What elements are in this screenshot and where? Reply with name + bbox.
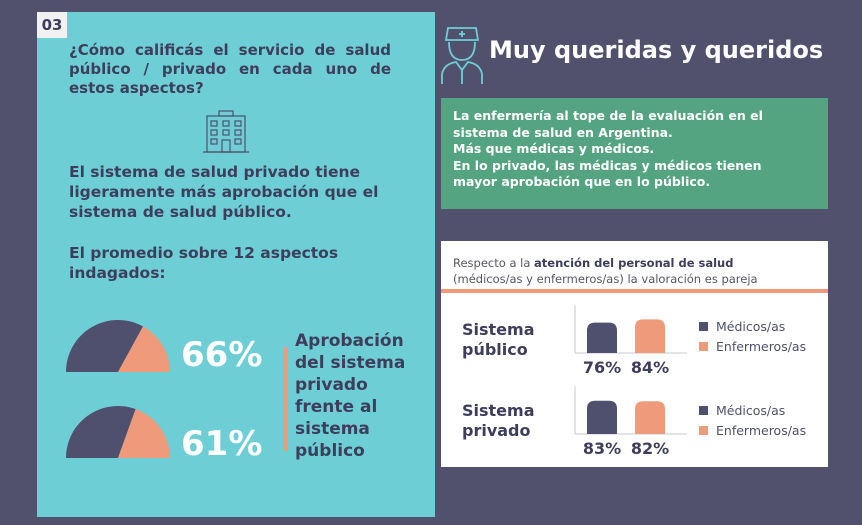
legend-swatch — [699, 406, 708, 415]
pie-slice-0 — [66, 406, 136, 458]
legend-item: Enfermeros/as — [699, 421, 806, 441]
legend-swatch — [699, 342, 708, 351]
header-divider — [441, 289, 828, 293]
highlight-line: En lo privado, las médicas y médicos tie… — [453, 157, 762, 173]
highlight-line: sistema de salud en Argentina. — [453, 124, 673, 140]
legend-label: Médicos/as — [716, 403, 786, 418]
bar-Médicos/as — [587, 322, 617, 353]
row-label-line: Sistema — [462, 401, 535, 420]
highlight-line: mayor aprobación que en lo público. — [453, 174, 711, 189]
legend-swatch — [699, 426, 708, 435]
pie-slice-1 — [118, 326, 170, 372]
bar-Médicos/as — [587, 400, 617, 434]
approval-line: sistema — [295, 419, 370, 439]
section-number-badge: 03 — [37, 12, 67, 38]
bar-chart-privado: 83% 82% — [574, 386, 687, 458]
legend-publico: Médicos/as Enfermeros/as — [699, 317, 806, 357]
bar-value-label: 76% — [583, 358, 621, 377]
bar-value-label: 83% — [583, 439, 621, 458]
row-label-line: público — [462, 340, 528, 359]
nurse-icon — [441, 27, 483, 84]
pie-slice-1 — [118, 409, 170, 458]
approval-line: privado — [295, 375, 368, 395]
main-title: Muy queridas y queridos — [489, 36, 824, 64]
bar-value-label: 82% — [631, 439, 669, 458]
approval-line: público — [295, 441, 365, 461]
bar-Enfermeros/as — [635, 319, 665, 353]
row-label-publico: Sistema público — [462, 320, 535, 360]
legend-item: Enfermeros/as — [699, 337, 806, 357]
approval-line: Aprobación — [295, 331, 404, 351]
building-icon — [203, 110, 249, 153]
staff-rating-header: Respecto a la atención del personal de s… — [453, 255, 823, 287]
legend-label: Enfermeros/as — [716, 423, 807, 438]
pie-chart-66 — [66, 320, 170, 372]
pie-61-label: 61% — [181, 424, 263, 464]
bar-value-label: 84% — [631, 358, 669, 377]
legend-label: Enfermeros/as — [716, 339, 807, 354]
legend-item: Médicos/as — [699, 317, 806, 337]
staff-rating-box: Respecto a la atención del personal de s… — [441, 241, 828, 467]
finding-text: El sistema de salud privado tiene ligera… — [69, 163, 379, 221]
row-label-privado: Sistema privado — [462, 401, 535, 441]
legend-label: Médicos/as — [716, 319, 786, 334]
highlight-line: Más que médicas y médicos. — [453, 141, 655, 156]
legend-item: Médicos/as — [699, 401, 806, 421]
highlight-box: La enfermería al tope de la evaluación e… — [441, 98, 828, 209]
approval-text: Aprobación del sistema privado frente al… — [295, 330, 425, 462]
row-label-line: privado — [462, 421, 531, 440]
legend-swatch — [699, 322, 708, 331]
divider-bar — [283, 347, 288, 451]
pie-chart-61 — [66, 406, 170, 458]
legend-privado: Médicos/as Enfermeros/as — [699, 401, 806, 441]
header-pre: Respecto a la — [453, 256, 535, 270]
survey-question: ¿Cómo calificás el servicio de salud púb… — [69, 41, 391, 97]
bar-Enfermeros/as — [635, 401, 665, 434]
approval-line: frente al — [295, 397, 378, 417]
average-label: El promedio sobre 12 aspectos indagados: — [69, 244, 339, 282]
bar-chart-publico: 76% 84% — [574, 305, 687, 377]
approval-line: del sistema — [295, 353, 406, 373]
header-post: (médicos/as y enfermeros/as) la valoraci… — [453, 272, 758, 286]
pie-66-label: 66% — [181, 335, 263, 375]
header-bold: atención del personal de salud — [534, 256, 734, 270]
row-label-line: Sistema — [462, 320, 535, 339]
pie-slice-0 — [66, 320, 144, 372]
highlight-line: La enfermería al tope de la evaluación e… — [453, 108, 763, 123]
